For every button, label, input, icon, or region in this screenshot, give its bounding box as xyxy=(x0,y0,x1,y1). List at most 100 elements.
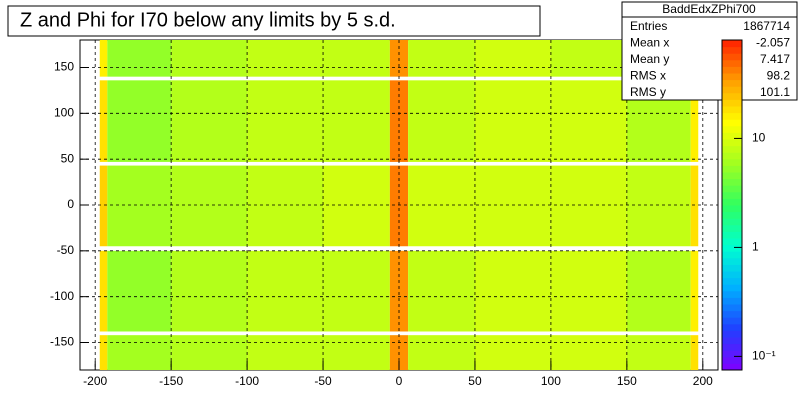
palette-band xyxy=(722,178,742,186)
cell xyxy=(99,335,108,370)
chart-title: Z and Phi for I70 below any limits by 5 … xyxy=(20,9,396,31)
cell xyxy=(550,40,627,77)
colorbar-frame xyxy=(721,39,743,371)
cell xyxy=(474,250,551,332)
z-tick-label: 10 xyxy=(752,131,766,145)
palette-band xyxy=(722,257,742,265)
cell xyxy=(408,335,475,370)
stats-name: Mean x xyxy=(630,36,669,50)
axes: -200 -150 -100 -50 0 50 100 150 200 -150 -100 -50 0 5… xyxy=(50,40,718,388)
stats-name: RMS y xyxy=(630,85,666,99)
cell xyxy=(323,335,390,370)
cell xyxy=(626,250,691,332)
stats-title: BaddEdxZPhi700 xyxy=(662,2,756,16)
palette-band xyxy=(722,165,742,173)
palette-band xyxy=(722,218,742,226)
cell xyxy=(171,80,248,162)
cell xyxy=(550,335,627,370)
cell xyxy=(171,165,248,247)
y-tick-label: 100 xyxy=(54,106,74,120)
cell xyxy=(247,250,324,332)
palette-band xyxy=(722,119,742,127)
palette-band xyxy=(722,284,742,292)
palette-band xyxy=(722,323,742,331)
stats-value: 101.1 xyxy=(760,85,790,99)
cell xyxy=(389,80,409,162)
cell xyxy=(323,165,390,247)
palette-band xyxy=(722,66,742,74)
palette-band xyxy=(722,125,742,133)
palette-band xyxy=(722,277,742,285)
x-tick-label: 100 xyxy=(541,374,561,388)
palette-band xyxy=(722,132,742,140)
cell xyxy=(107,40,172,77)
palette-band xyxy=(722,317,742,325)
palette-band xyxy=(722,99,742,107)
palette-band xyxy=(722,337,742,345)
stats-box: BaddEdxZPhi700 Entries 1867714 Mean x -2.05… xyxy=(621,1,798,101)
palette-band xyxy=(722,211,742,219)
cell xyxy=(99,165,108,247)
z-tick-label: 10⁻¹ xyxy=(752,349,776,363)
cell xyxy=(323,80,390,162)
palette-band xyxy=(722,271,742,279)
stats-value: -2.057 xyxy=(756,36,790,50)
cell xyxy=(107,80,172,162)
stats-name: Entries xyxy=(630,19,667,33)
palette-band xyxy=(722,191,742,199)
y-tick-label: 150 xyxy=(54,60,74,74)
y-tick-label: -100 xyxy=(50,289,74,303)
palette-band xyxy=(722,356,742,364)
cell xyxy=(408,250,475,332)
cell xyxy=(474,165,551,247)
palette-band xyxy=(722,304,742,312)
palette-band xyxy=(722,139,742,147)
palette-band xyxy=(722,363,742,371)
cell xyxy=(408,165,475,247)
cell xyxy=(323,250,390,332)
x-tick-label: -100 xyxy=(235,374,259,388)
cell xyxy=(626,335,691,370)
stats-name: Mean y xyxy=(630,52,669,66)
palette-band xyxy=(722,251,742,259)
cell xyxy=(171,335,248,370)
cell xyxy=(171,40,248,77)
palette-band xyxy=(722,73,742,81)
x-tick-label: 200 xyxy=(693,374,713,388)
stats-value: 7.417 xyxy=(760,52,790,66)
palette-band xyxy=(722,224,742,232)
cell xyxy=(408,40,475,77)
cell xyxy=(107,335,172,370)
cell xyxy=(550,250,627,332)
y-tick-label: 0 xyxy=(67,197,74,211)
x-tick-label: -50 xyxy=(314,374,332,388)
palette-band xyxy=(722,112,742,120)
cell xyxy=(690,250,699,332)
stats-frame xyxy=(621,1,798,101)
palette-band xyxy=(722,158,742,166)
palette-band xyxy=(722,40,742,48)
x-tick-label: 150 xyxy=(617,374,637,388)
cell xyxy=(247,335,324,370)
cell xyxy=(247,40,324,77)
x-tick-label: 0 xyxy=(396,374,403,388)
palette-band xyxy=(722,330,742,338)
palette-band xyxy=(722,238,742,246)
palette-band xyxy=(722,46,742,54)
cell xyxy=(99,250,108,332)
cell xyxy=(690,335,699,370)
palette-band xyxy=(722,290,742,298)
cell xyxy=(107,250,172,332)
palette-band xyxy=(722,198,742,206)
cell xyxy=(690,165,699,247)
z-tick-label: 1 xyxy=(752,240,759,254)
y-tick-label: -150 xyxy=(50,335,74,349)
palette-band xyxy=(722,264,742,272)
palette-band xyxy=(722,310,742,318)
palette-band xyxy=(722,297,742,305)
palette-band xyxy=(722,53,742,61)
palette-band xyxy=(722,92,742,100)
y-tick-label: 50 xyxy=(61,151,75,165)
x-tick-label: -150 xyxy=(159,374,183,388)
